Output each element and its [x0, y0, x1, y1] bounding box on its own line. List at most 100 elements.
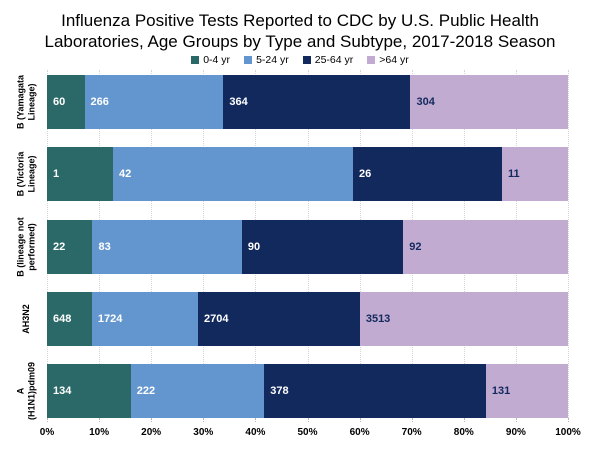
legend-item: 25-64 yr — [302, 54, 354, 66]
bar-value-label: 222 — [136, 385, 156, 397]
bar-value-label: 131 — [491, 385, 511, 397]
bar-value-label: 304 — [416, 96, 435, 108]
plot-area: 60 266 364 304 1 42 26 11 22 83 90 92 648 1724 2704 351… — [47, 70, 569, 418]
x-axis-tick — [203, 418, 205, 422]
legend-label: 25-64 yr — [314, 54, 354, 66]
legend-item: 0-4 yr — [191, 54, 230, 66]
x-axis-tick — [568, 418, 569, 422]
row-label: A (H1N1)pdm09 — [16, 362, 37, 420]
x-axis-tick — [411, 418, 413, 422]
bar-value-label: 83 — [98, 240, 111, 253]
bar-row: 1 42 26 11 — [47, 147, 568, 202]
row-label: B (Yamagata Lineage) — [16, 75, 37, 129]
bar-value-label: 378 — [270, 385, 289, 397]
x-axis-tick — [47, 418, 48, 422]
x-axis-label: 30% — [193, 427, 214, 438]
bar-value-label: 1724 — [97, 312, 123, 325]
bar-value-label: 42 — [119, 168, 132, 181]
legend: 0-4 yr 5-24 yr 25-64 yr >64 yr — [0, 54, 600, 66]
row-label-line: B (Yamagata — [15, 74, 26, 130]
legend-swatch — [244, 56, 253, 64]
x-axis-label: 90% — [505, 427, 526, 438]
gridline — [568, 70, 569, 418]
chart-title-line-2: Laboratories, Age Groups by Type and Sub… — [44, 32, 556, 51]
bar-row: 60 266 364 304 — [47, 75, 568, 129]
x-axis: 0% 10% 20% 30% 40% 50% 60% 70% 80% 90% 100% — [40, 427, 581, 443]
bar-segment: 2704 — [197, 291, 360, 346]
legend-swatch — [302, 56, 311, 64]
bar-row: 22 83 90 92 — [47, 219, 568, 274]
bar-segment: 90 — [241, 219, 404, 274]
bar-value-label: 90 — [247, 240, 261, 253]
row-label: AH3N2 — [21, 304, 32, 334]
x-axis-tick — [307, 418, 309, 422]
row-label-line: (H1N1)pdm09 — [26, 361, 36, 421]
x-axis-tick — [515, 418, 517, 422]
row-label: B (Victoria Lineage) — [16, 152, 37, 197]
bar-value-label: 648 — [53, 312, 72, 325]
row-label-line: B (Victoria — [15, 151, 26, 197]
legend-swatch — [191, 56, 200, 64]
bar-segment: 60 — [47, 75, 85, 129]
row-label-line: Lineage) — [26, 155, 36, 193]
x-axis-ticks — [47, 418, 569, 423]
legend-label: 0-4 yr — [203, 54, 231, 66]
bar-segment: 1724 — [91, 291, 198, 346]
bar-segment: 3513 — [359, 291, 568, 346]
legend-label: 5-24 yr — [256, 54, 289, 66]
bar-value-label: 92 — [409, 240, 422, 253]
bar-value-label: 26 — [359, 168, 372, 181]
x-axis-tick — [359, 418, 361, 422]
x-axis-label: 40% — [245, 427, 266, 438]
bar-segment: 648 — [47, 291, 92, 346]
row-label-line: AH3N2 — [20, 303, 31, 334]
row-label-line: performed) — [26, 222, 36, 271]
y-axis-category-labels: B (Yamagata Lineage) B (Victoria Lineage) B … — [0, 70, 47, 420]
bar-segment: 131 — [485, 364, 568, 418]
bar-row: 134 222 378 131 — [47, 364, 568, 418]
x-axis-tick — [463, 418, 465, 422]
legend-swatch — [367, 56, 376, 64]
row-label: B (lineage not performed) — [16, 217, 37, 277]
x-axis-label: 70% — [401, 427, 422, 438]
x-axis-label: 80% — [453, 427, 474, 438]
x-axis-label: 60% — [349, 427, 370, 438]
chart-title-line-1: Influenza Positive Tests Reported to CDC… — [61, 11, 539, 30]
bar-segment: 26 — [353, 147, 503, 202]
bar-value-label: 60 — [53, 96, 66, 108]
bar-segment: 266 — [84, 75, 224, 129]
bar-value-label: 134 — [53, 385, 72, 397]
bar-value-label: 11 — [508, 168, 520, 181]
bar-segment: 92 — [403, 219, 568, 274]
bar-segment: 134 — [47, 364, 131, 418]
bar-row: 648 1724 2704 3513 — [47, 291, 568, 346]
x-axis-tick — [255, 418, 257, 422]
row-label-line: A — [15, 387, 26, 395]
bar-value-label: 1 — [53, 168, 60, 181]
bar-segment: 378 — [264, 364, 486, 418]
bar-value-label: 364 — [229, 96, 248, 108]
bar-segment: 304 — [410, 75, 568, 129]
x-axis-tick — [99, 418, 101, 422]
x-axis-label: 20% — [141, 427, 162, 438]
bar-segment: 11 — [502, 147, 568, 202]
x-axis-tick — [151, 418, 153, 422]
row-label-line: Lineage) — [26, 83, 36, 121]
x-axis-label: 0% — [39, 427, 55, 438]
bar-segment: 83 — [92, 219, 242, 274]
bar-value-label: 22 — [53, 240, 66, 253]
bar-value-label: 3513 — [365, 312, 391, 325]
legend-item: >64 yr — [367, 54, 409, 66]
x-axis-label: 50% — [297, 427, 318, 438]
legend-item: 5-24 yr — [244, 54, 289, 66]
bar-value-label: 2704 — [203, 312, 229, 325]
row-label-line: B (lineage not — [15, 216, 26, 277]
bar-segment: 1 — [47, 147, 113, 202]
bar-segment: 364 — [223, 75, 411, 129]
x-axis-label: 100% — [555, 427, 581, 438]
bar-segment: 42 — [113, 147, 354, 202]
x-axis-label: 10% — [89, 427, 110, 438]
bar-segment: 22 — [47, 219, 93, 274]
bar-segment: 222 — [130, 364, 265, 418]
